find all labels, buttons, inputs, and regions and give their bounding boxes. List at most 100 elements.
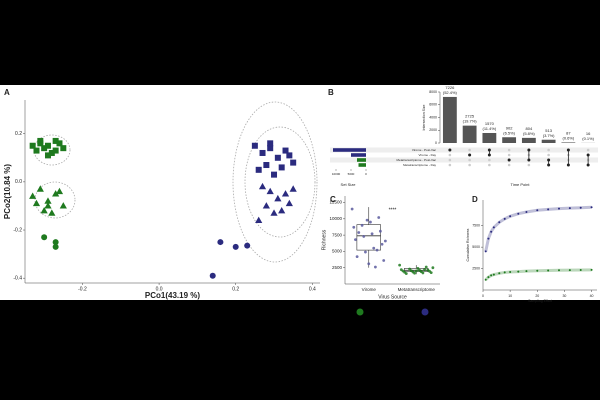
point [509,215,512,218]
point [274,154,281,161]
point [285,199,293,207]
point [404,272,408,275]
point [56,140,63,147]
y-tick-label: 12500 [329,200,342,205]
data-label: (0.6%) [562,136,574,141]
point [579,206,582,209]
point [44,152,51,159]
matrix-dot [487,148,491,152]
row-band [330,147,598,153]
bar [482,132,497,143]
point [568,269,571,272]
point [282,147,289,154]
point [498,221,501,224]
point [382,259,386,262]
panel-label: A [4,88,10,97]
y-tick-label: -0.2 [13,227,22,233]
y-tick-label: 2500 [472,266,480,270]
point [590,206,593,209]
point [517,212,520,215]
matrix-dot [527,148,531,152]
matrix-dot-empty [547,148,550,152]
point [263,162,270,169]
point [52,243,59,250]
matrix-dot-empty [488,163,491,167]
point [380,242,384,246]
point [547,269,550,272]
x-tick-label: Metatranscriptome [398,287,436,292]
point [48,209,56,216]
y-tick-label: 7500 [332,232,343,237]
y-axis-title: Richness [321,229,327,250]
x-tick-label: 0.2 [232,286,239,292]
matrix-dot [566,148,570,152]
point [558,269,560,272]
point [383,239,387,243]
x-tick-label: 10000 [332,172,341,176]
point [536,269,539,272]
matrix-dot [547,158,551,162]
point [424,265,428,269]
matrix-dot-empty [527,163,531,167]
bar [442,96,457,143]
point [289,185,297,192]
point [350,207,354,211]
point [278,164,285,171]
y-axis-title: Intersection Size [422,105,426,131]
y-tick-label: 0 [435,141,437,145]
point [60,145,67,152]
point [40,206,48,214]
point [41,145,48,152]
row-band [330,157,598,163]
ellipse [34,181,76,219]
bar [541,139,556,143]
y-tick-label: 10000 [329,216,342,221]
set-size-bar [358,163,366,167]
point [209,272,216,279]
ellipse [244,126,316,238]
data-label: 804 [526,126,533,131]
point [377,216,381,219]
point [36,185,44,192]
x-tick-label: 30 [562,294,566,298]
point [290,159,297,166]
point [262,202,270,209]
matrix-dot [468,153,472,157]
y-tick-label: 5000 [472,245,480,249]
point [251,142,258,149]
matrix-dot [507,158,511,162]
panel-label: C [330,195,336,204]
bar [561,142,576,143]
point [579,268,582,271]
y-tick-label: 5000 [332,249,343,254]
data-label: 87 [566,131,571,136]
point [558,207,560,210]
x-axis-title: Sampling Effort [528,299,552,303]
set-name: Metatranscriptome - Post-Vac [397,158,437,162]
matrix-dot-empty [488,158,491,162]
point [414,269,418,273]
matrix-dot-empty [547,153,550,157]
point [55,187,64,195]
bar [521,137,536,143]
point [52,190,60,197]
data-label: (6.5%) [503,130,515,135]
point [354,238,357,242]
axis-title: Set Size [341,182,357,187]
point [525,211,528,213]
point [274,194,282,202]
data-label: 16 [586,131,591,136]
x-tick-label: -0.2 [78,286,87,292]
point [360,223,364,227]
point [259,149,266,156]
point [413,271,416,275]
y-tick-label: 4000 [429,115,437,119]
point [431,266,435,270]
point [369,220,372,224]
point [568,207,571,210]
matrix-dot-empty [448,163,452,167]
legend-dot [356,308,364,316]
point [255,216,263,223]
point [357,231,361,234]
point [286,152,293,159]
